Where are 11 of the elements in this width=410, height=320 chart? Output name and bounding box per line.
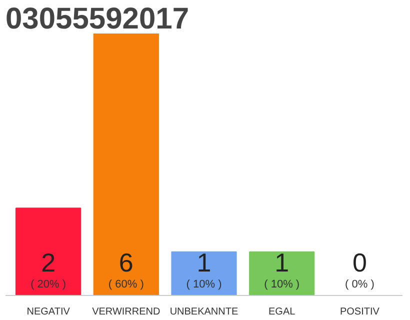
x-tick-label: EGAL — [268, 306, 296, 318]
x-tick-label: VERWIRREND — [92, 306, 160, 318]
data-label: 6 ( 60% ) — [108, 248, 144, 290]
data-label: 0 ( 0% ) — [345, 248, 374, 290]
x-tick-label: UNBEKANNTE — [170, 306, 238, 318]
data-label: 2 ( 20% ) — [30, 248, 66, 290]
chart-title: 03055592017 — [6, 2, 190, 36]
x-tick-label: POSITIV — [340, 306, 380, 318]
x-tick-label: NEGATIV — [26, 306, 70, 318]
data-label: 1 ( 10% ) — [264, 248, 300, 290]
data-label: 1 ( 10% ) — [186, 248, 222, 290]
